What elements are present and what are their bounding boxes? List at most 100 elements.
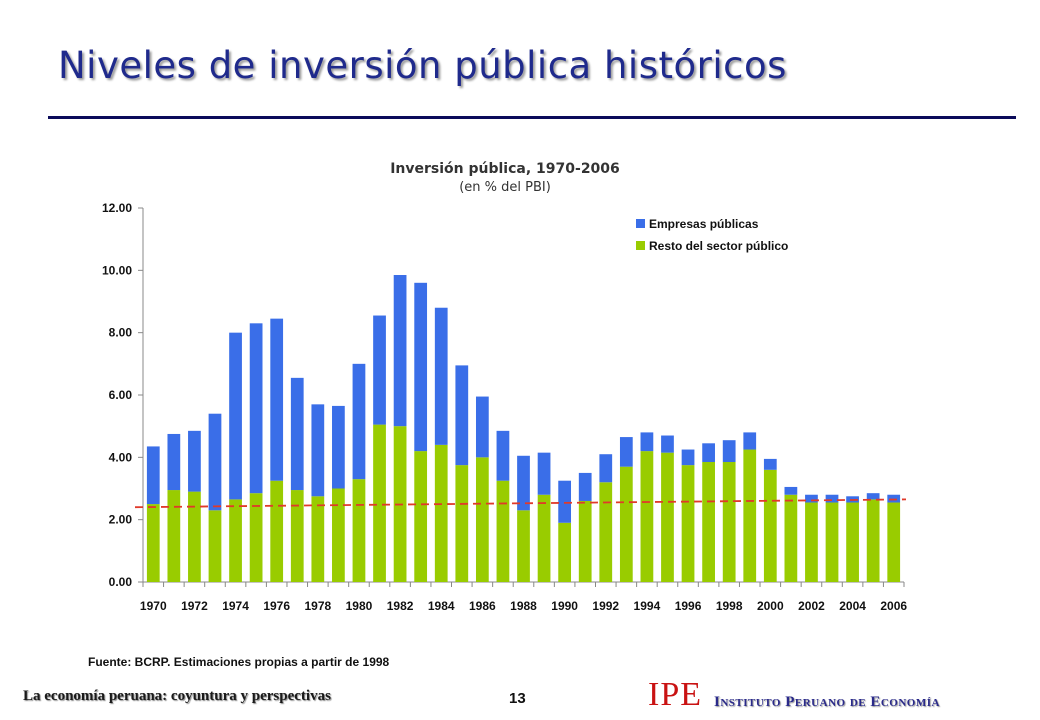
- bar-resto: [373, 424, 386, 582]
- y-tick-label: 12.00: [102, 201, 132, 215]
- bar-empresas: [763, 458, 777, 470]
- bar-resto: [866, 499, 880, 582]
- bar-resto: [537, 494, 551, 582]
- bar-resto: [414, 451, 428, 582]
- bar-empresas: [146, 446, 160, 505]
- bar-empresas: [805, 494, 818, 503]
- bar-resto: [311, 496, 325, 582]
- chart-subtitle: (en % del PBI): [459, 180, 551, 195]
- bar-resto: [702, 462, 715, 582]
- x-tick-label: 1994: [634, 599, 661, 613]
- bar-empresas: [702, 443, 715, 463]
- bar-empresas: [208, 413, 222, 511]
- bar-resto: [146, 504, 160, 582]
- x-tick-label: 1980: [346, 599, 373, 613]
- bar-resto: [722, 462, 736, 582]
- bar-resto: [496, 480, 510, 582]
- bar-resto: [434, 444, 448, 582]
- bar-empresas: [887, 494, 901, 503]
- x-tick-label: 2006: [880, 599, 907, 613]
- bar-empresas: [496, 430, 510, 481]
- bar-resto: [578, 500, 592, 582]
- bar-resto: [352, 479, 366, 582]
- x-tick-label: 1978: [304, 599, 331, 613]
- bar-resto: [743, 449, 757, 582]
- bar-resto: [805, 502, 818, 582]
- footer-title: La economía peruana: coyuntura y perspec…: [23, 688, 331, 704]
- bar-empresas: [373, 315, 386, 425]
- bar-resto: [208, 510, 222, 582]
- bar-resto: [167, 490, 181, 582]
- y-tick-label: 8.00: [109, 326, 133, 340]
- bar-empresas: [290, 377, 304, 491]
- x-tick-label: 1970: [140, 599, 167, 613]
- bar-resto: [229, 499, 242, 582]
- source-note: Fuente: BCRP. Estimaciones propias a par…: [88, 655, 390, 669]
- bar-resto: [825, 502, 839, 582]
- bar-empresas: [332, 405, 345, 489]
- chart-title: Inversión pública, 1970-2006: [390, 161, 620, 177]
- bar-resto: [558, 522, 572, 582]
- bar-empresas: [599, 454, 613, 483]
- y-tick-label: 6.00: [109, 388, 133, 402]
- bar-resto: [517, 510, 530, 582]
- y-tick-label: 10.00: [102, 263, 132, 277]
- legend-swatch: [636, 241, 645, 250]
- bar-empresas: [537, 452, 551, 495]
- bar-empresas: [661, 435, 674, 453]
- bar-empresas: [743, 432, 757, 450]
- bar-resto: [887, 502, 901, 582]
- y-tick-label: 2.00: [109, 513, 133, 527]
- bar-empresas: [188, 430, 201, 492]
- bar-empresas: [681, 449, 695, 466]
- trend-line: [134, 498, 907, 509]
- bar-resto: [784, 494, 798, 582]
- legend-label: Resto del sector público: [649, 239, 788, 253]
- x-tick-label: 1982: [387, 599, 414, 613]
- bar-empresas: [393, 275, 407, 427]
- bar-empresas: [167, 433, 181, 491]
- bar-empresas: [722, 440, 736, 463]
- bar-empresas: [558, 480, 572, 523]
- investment-chart: 0.00 2.00 4.00 6.00 8.00 10.00 12.00 1970 1972 19…: [102, 201, 907, 613]
- bar-empresas: [352, 363, 366, 480]
- bar-resto: [846, 502, 859, 582]
- x-tick-label: 1972: [181, 599, 208, 613]
- bar-resto: [475, 457, 489, 582]
- bar-empresas: [578, 472, 592, 501]
- x-tick-label: 1974: [222, 599, 249, 613]
- bar-resto: [599, 482, 613, 582]
- x-tick-label: 1990: [551, 599, 578, 613]
- legend-label: Empresas públicas: [649, 217, 759, 231]
- institute-name: Instituto Peruano de Economía: [714, 694, 940, 710]
- slide-title: Niveles de inversión pública históricos: [58, 44, 787, 87]
- bar-resto: [332, 488, 345, 582]
- bar-resto: [681, 465, 695, 582]
- bar-empresas: [825, 494, 839, 503]
- bar-empresas: [434, 307, 448, 445]
- bar-empresas: [414, 282, 428, 452]
- bar-resto: [290, 490, 304, 582]
- bar-empresas: [229, 332, 242, 500]
- bar-resto: [661, 452, 674, 582]
- bar-resto: [270, 480, 284, 582]
- bar-resto: [619, 466, 633, 582]
- bar-resto: [249, 493, 263, 582]
- x-tick-label: 2004: [839, 599, 866, 613]
- legend-swatch: [636, 219, 645, 228]
- page-number: 13: [509, 690, 526, 707]
- x-tick-label: 1998: [716, 599, 743, 613]
- x-tick-label: 1984: [428, 599, 455, 613]
- bar-resto: [455, 465, 469, 582]
- bar-empresas: [517, 455, 530, 511]
- bar-empresas: [249, 323, 263, 494]
- bar-empresas: [270, 318, 284, 481]
- x-tick-label: 1996: [675, 599, 702, 613]
- x-tick-label: 1976: [263, 599, 290, 613]
- bar-empresas: [784, 486, 798, 495]
- x-tick-label: 1986: [469, 599, 496, 613]
- y-tick-label: 4.00: [109, 450, 133, 464]
- bar-empresas: [866, 493, 880, 500]
- y-tick-label: 0.00: [109, 575, 133, 589]
- x-tick-label: 2002: [798, 599, 825, 613]
